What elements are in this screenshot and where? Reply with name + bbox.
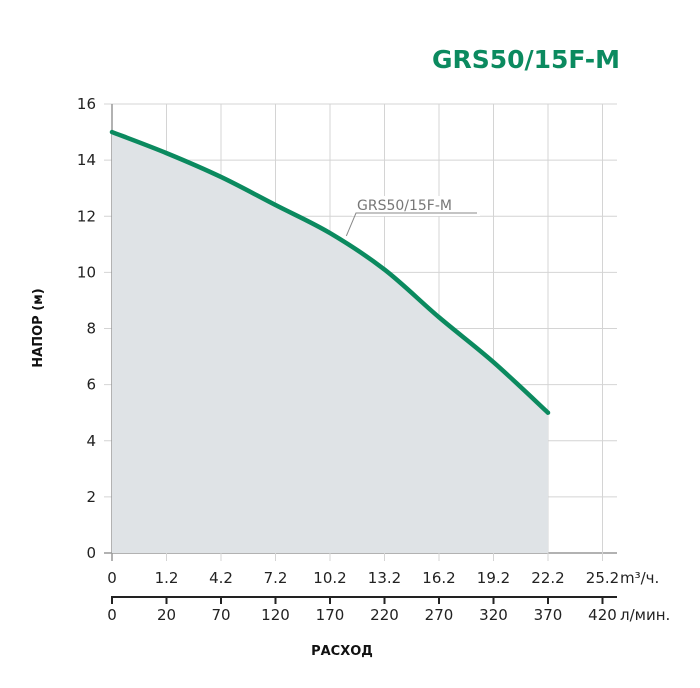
x-tick-label-primary: 10.2	[313, 569, 346, 587]
x-tick-label-primary: 19.2	[477, 569, 510, 587]
x-tick-label-primary: 13.2	[368, 569, 401, 587]
annotation-background	[352, 196, 480, 216]
x-tick-label-primary: 22.2	[531, 569, 564, 587]
chart-title: GRS50/15F-M	[432, 45, 620, 74]
x-tick-label-primary: 16.2	[422, 569, 455, 587]
x-tick-label-secondary: 0	[107, 606, 117, 624]
x-tick-label-secondary: 270	[425, 606, 454, 624]
y-tick-label: 0	[86, 544, 96, 562]
annotation-leader	[345, 212, 477, 237]
x-tick-label-secondary: 220	[370, 606, 399, 624]
y-tick-label: 2	[86, 488, 96, 506]
series-label: GRS50/15F-M	[357, 198, 452, 214]
x-tick-label-primary: 1.2	[155, 569, 179, 587]
x-tick-label-primary: 25.2	[586, 569, 619, 587]
y-tick-label: 4	[86, 432, 96, 450]
x-unit-secondary: л/мин.	[620, 606, 670, 624]
x-tick-label-secondary: 20	[157, 606, 176, 624]
axes: 0 2 4 6 8 10 12 14 16 0 1.2 4.2 7.2 10.2 13.2 16.2 19.2 2…	[77, 95, 670, 624]
x-tick-label-secondary: 320	[479, 606, 508, 624]
x-tick-label-secondary: 170	[316, 606, 345, 624]
x-tick-label-primary: 0	[107, 569, 117, 587]
x-axis-title: РАСХОД	[311, 644, 373, 659]
y-tick-label: 8	[86, 320, 96, 338]
x-tick-label-secondary: 420	[588, 606, 617, 624]
x-tick-label-secondary: 120	[261, 606, 290, 624]
x-tick-label-primary: 7.2	[264, 569, 288, 587]
series-annotation: GRS50/15F-M	[345, 196, 480, 237]
series-line	[109, 129, 551, 415]
x-tick-label-secondary: 70	[211, 606, 230, 624]
series-area	[112, 132, 548, 553]
y-tick-label: 16	[77, 95, 96, 113]
y-tick-label: 12	[77, 207, 96, 225]
y-tick-label: 10	[77, 263, 96, 281]
x-unit-primary: m³/ч.	[620, 569, 659, 587]
x-tick-label-secondary: 370	[534, 606, 563, 624]
y-axis-title: НАПОР (м)	[31, 288, 46, 367]
x-tick-label-primary: 4.2	[209, 569, 233, 587]
y-tick-label: 14	[77, 151, 96, 169]
y-tick-label: 6	[86, 376, 96, 394]
